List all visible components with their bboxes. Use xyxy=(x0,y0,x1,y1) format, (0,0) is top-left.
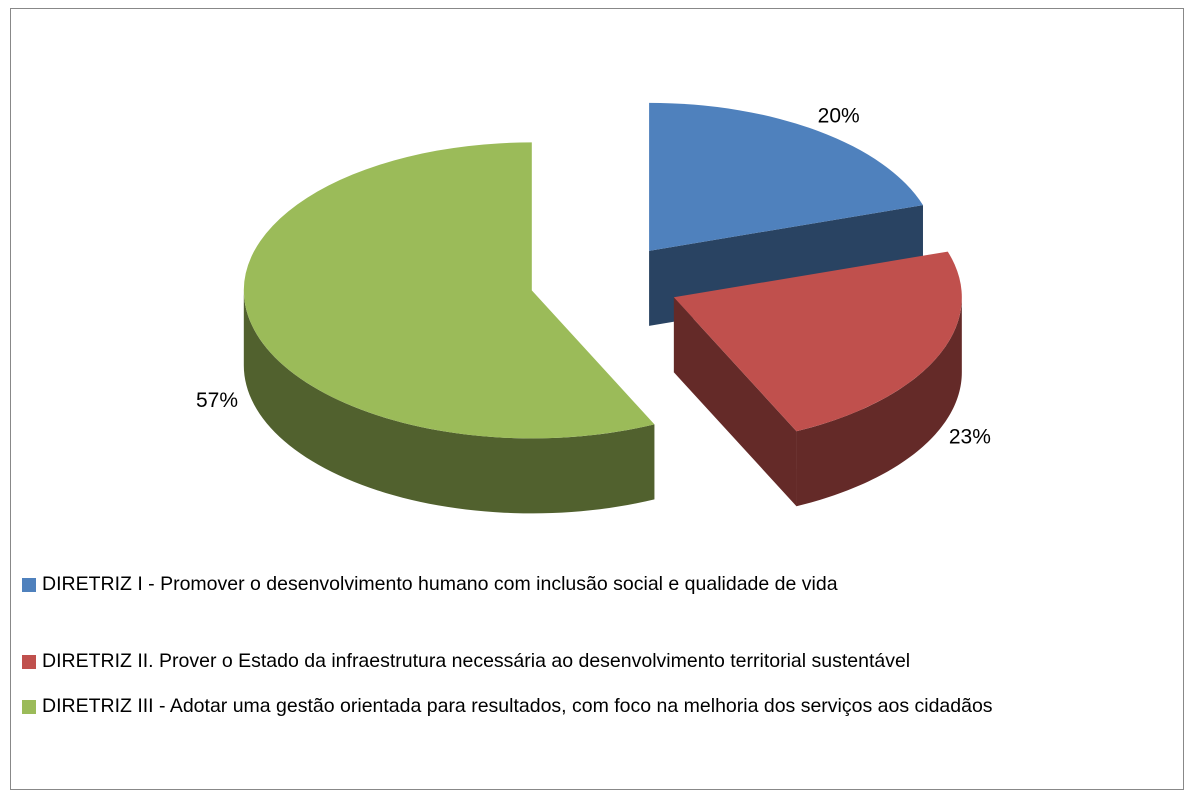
slice xyxy=(673,251,962,432)
slice-side xyxy=(796,297,962,507)
chart: 20% 23% 57% xyxy=(196,102,991,514)
legend-label: DIRETRIZ II. Prover o Estado da infraest… xyxy=(42,650,911,672)
legend-label: DIRETRIZ III - Adotar uma gestão orienta… xyxy=(42,695,993,717)
data-label: 20% xyxy=(818,104,860,127)
chart-frame xyxy=(10,8,1184,790)
slice-side xyxy=(243,290,655,514)
legend-swatch xyxy=(22,655,36,669)
legend-swatch xyxy=(22,578,36,592)
slice-wall xyxy=(673,297,797,507)
legend-swatch xyxy=(22,700,36,714)
slice xyxy=(649,102,923,251)
legend-label: DIRETRIZ I - Promover o desenvolvimento … xyxy=(42,573,838,595)
data-label: 57% xyxy=(196,389,238,412)
slice xyxy=(243,142,655,439)
legend-entry: DIRETRIZ III - Adotar uma gestão orienta… xyxy=(22,690,1172,723)
legend-entry: DIRETRIZ II. Prover o Estado da infraest… xyxy=(22,645,1172,678)
legend-entry: DIRETRIZ I - Promover o desenvolvimento … xyxy=(22,568,1172,601)
legend: DIRETRIZ I - Promover o desenvolvimento … xyxy=(22,568,1172,735)
data-label: 23% xyxy=(949,426,991,449)
